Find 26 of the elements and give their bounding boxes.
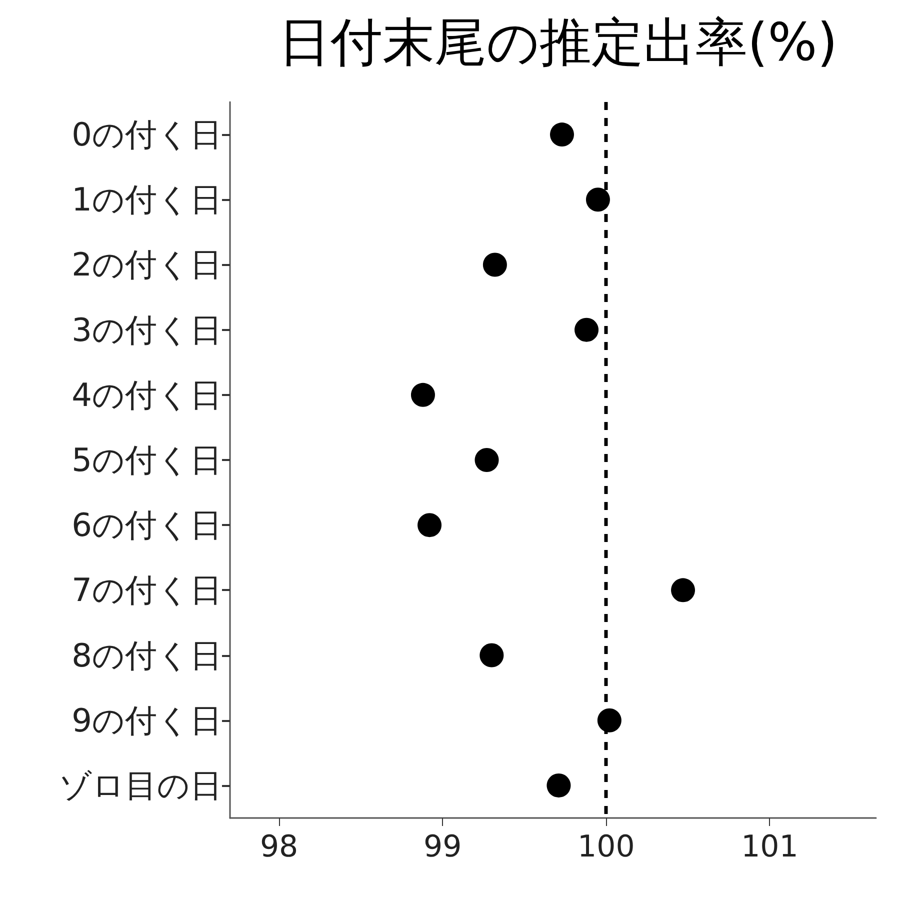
- point: [574, 318, 599, 342]
- point: [550, 122, 574, 147]
- x-tick-label: 99: [424, 830, 462, 864]
- y-tick-label: 0の付く日: [72, 116, 222, 154]
- y-tick-label: 5の付く日: [72, 441, 222, 479]
- y-tick-label: 4の付く日: [72, 376, 222, 414]
- point: [586, 188, 610, 212]
- point: [671, 578, 696, 602]
- chart-title: 日付末尾の推定出率(%): [278, 13, 838, 73]
- y-tick-label: 3の付く日: [72, 310, 222, 349]
- y-tick-label: 2の付く日: [72, 246, 222, 284]
- point: [418, 513, 442, 538]
- point: [474, 448, 499, 472]
- point: [546, 773, 571, 798]
- y-tick-label: 7の付く日: [72, 571, 222, 610]
- y-tick-label: 6の付く日: [72, 506, 222, 544]
- x-tick-label: 101: [741, 830, 798, 864]
- y-tick-label: 8の付く日: [72, 636, 222, 674]
- x-tick-label: 98: [260, 830, 298, 864]
- y-tick-label: 9の付く日: [72, 701, 222, 740]
- point: [411, 382, 435, 407]
- point: [480, 643, 504, 668]
- x-tick-label: 100: [578, 830, 635, 864]
- y-tick-label: ゾロ目の日: [59, 766, 222, 804]
- point: [482, 252, 507, 277]
- y-tick-label: 1の付く日: [72, 180, 222, 219]
